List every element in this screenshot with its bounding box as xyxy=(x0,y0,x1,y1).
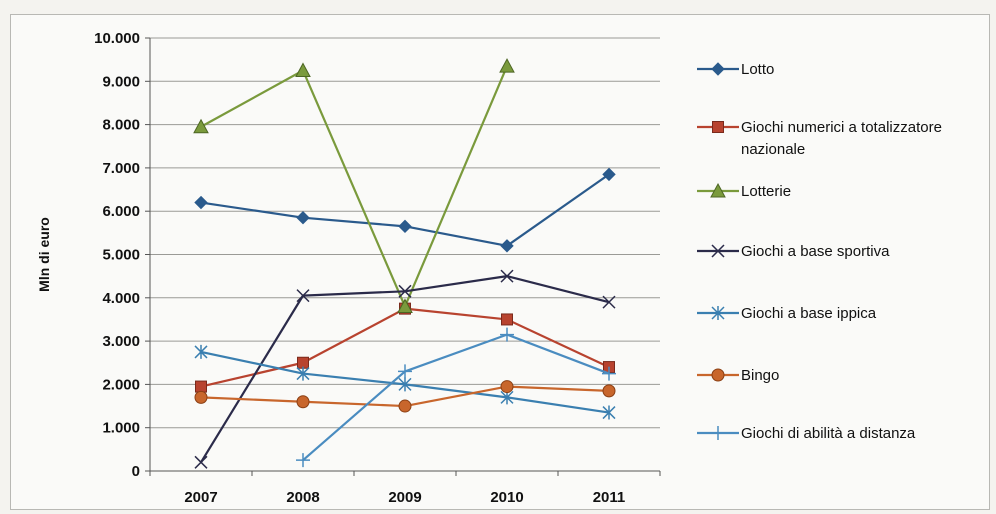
legend-marker xyxy=(710,182,726,198)
y-tick-label: 3.000 xyxy=(102,333,140,350)
series-7 xyxy=(296,327,616,468)
x-tick-label: 2010 xyxy=(490,489,523,506)
legend-marker xyxy=(712,121,724,133)
x-tick-label: 2007 xyxy=(184,489,217,506)
legend-item-7: Giochi di abilità a distanza xyxy=(697,425,916,442)
series-4 xyxy=(194,269,616,469)
data-point xyxy=(398,377,412,392)
legend-label: Lotto xyxy=(741,61,774,78)
data-point xyxy=(500,327,514,342)
data-point xyxy=(398,284,412,298)
x-tick-label: 2008 xyxy=(286,489,319,506)
y-tick-label: 2.000 xyxy=(102,376,140,393)
data-point xyxy=(398,219,412,234)
data-point xyxy=(398,364,412,379)
y-axis-label: Mln di euro xyxy=(36,217,52,292)
data-point xyxy=(295,62,311,77)
legend-item-5: Giochi a base ippica xyxy=(697,305,877,322)
series-6 xyxy=(194,380,616,413)
y-tick-label: 7.000 xyxy=(102,160,140,177)
y-tick-label: 9.000 xyxy=(102,73,140,90)
y-tick-label: 8.000 xyxy=(102,117,140,134)
legend-item-3: Lotterie xyxy=(697,182,791,200)
data-point xyxy=(194,455,208,469)
data-point xyxy=(194,390,208,404)
data-point xyxy=(194,344,208,359)
data-point xyxy=(296,366,310,381)
data-point xyxy=(194,195,208,210)
legend-marker xyxy=(711,368,725,382)
data-point xyxy=(500,239,514,253)
x-tick-label: 2009 xyxy=(388,489,421,506)
data-point xyxy=(602,405,616,420)
data-point xyxy=(195,380,207,393)
legend-label: Lotterie xyxy=(741,183,791,200)
data-point xyxy=(296,210,310,225)
legend-label: Giochi a base ippica xyxy=(741,305,877,322)
legend-label: Giochi di abilità a distanza xyxy=(741,425,916,442)
data-point xyxy=(193,118,209,134)
legend-marker xyxy=(711,244,725,258)
data-point xyxy=(602,366,616,381)
legend-item-4: Giochi a base sportiva xyxy=(697,243,890,260)
y-tick-label: 5.000 xyxy=(102,247,140,264)
data-point xyxy=(602,384,616,398)
series-1 xyxy=(194,167,616,253)
y-tick-label: 6.000 xyxy=(102,203,140,220)
data-point xyxy=(499,58,515,73)
legend-label: Bingo xyxy=(741,367,779,384)
series-line xyxy=(200,65,509,308)
legend-marker xyxy=(711,426,725,440)
series-3 xyxy=(193,58,515,313)
legend-label: Giochi numerici a totalizzatore nazionale xyxy=(741,119,942,158)
data-point xyxy=(398,399,412,413)
y-tick-label: 0 xyxy=(132,463,140,480)
y-tick-label: 4.000 xyxy=(102,290,140,307)
series-line xyxy=(200,173,610,247)
data-point xyxy=(602,167,616,182)
legend-marker xyxy=(711,62,725,76)
legend-item-1: Lotto xyxy=(697,61,774,78)
legend-item-6: Bingo xyxy=(697,367,779,384)
data-point xyxy=(500,269,514,283)
data-point xyxy=(500,380,514,394)
data-point xyxy=(602,295,616,309)
data-point xyxy=(296,289,310,303)
y-tick-label: 1.000 xyxy=(102,420,140,437)
data-point xyxy=(296,395,310,409)
series-line xyxy=(302,333,610,462)
data-point xyxy=(397,298,413,313)
data-point xyxy=(296,453,310,468)
data-point xyxy=(501,313,513,326)
legend-marker xyxy=(711,306,725,320)
legend-label: Giochi a base sportiva xyxy=(741,243,890,260)
legend-item-2: Giochi numerici a totalizzatore nazionale xyxy=(697,119,942,158)
y-tick-label: 10.000 xyxy=(94,30,140,47)
series-5 xyxy=(194,344,616,420)
x-tick-label: 2011 xyxy=(593,489,626,506)
